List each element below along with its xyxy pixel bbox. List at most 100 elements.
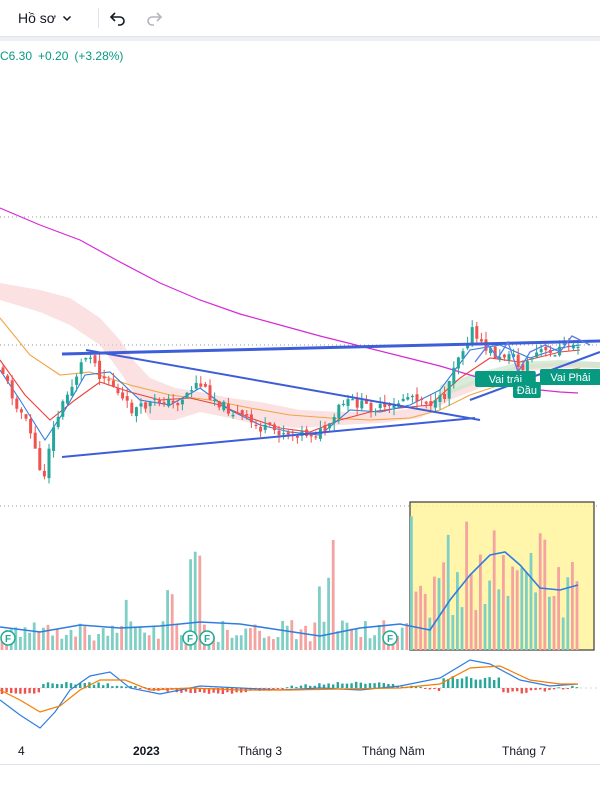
volume-bar (129, 621, 133, 650)
ma-short-line (0, 349, 581, 433)
macd-bar (447, 679, 450, 688)
x-tick-label: 2023 (133, 744, 160, 758)
macd-bar (249, 688, 252, 691)
redo-icon[interactable] (144, 8, 164, 28)
volume-bar (304, 625, 307, 650)
candle-body (222, 401, 226, 411)
macd-bar (497, 677, 500, 688)
candle (231, 410, 235, 419)
x-tick-label: Tháng 3 (238, 744, 283, 758)
candle (576, 342, 580, 355)
macd-bar (111, 686, 114, 688)
candle (259, 422, 263, 437)
volume-bar (239, 635, 243, 650)
candle-body (75, 376, 79, 385)
macd-bar (511, 688, 514, 692)
volume-bar (152, 625, 156, 650)
candle (420, 396, 424, 406)
candle (272, 422, 276, 435)
volume-bar (299, 629, 303, 650)
macd-bar (520, 688, 523, 694)
candle (38, 441, 42, 471)
candle-body (558, 346, 562, 356)
candle-body (153, 398, 157, 400)
candle-body (410, 395, 414, 398)
volume-bar (575, 581, 579, 650)
volume-bar (69, 629, 73, 650)
macd-bar (539, 688, 542, 690)
candle-body (438, 395, 442, 402)
quote-change-pct: (+3.28%) (74, 49, 124, 63)
candle-body (341, 403, 345, 406)
candle-body (240, 410, 244, 415)
candle-body (24, 414, 28, 419)
macd-bar (79, 682, 82, 688)
macd-bar (327, 683, 330, 688)
volume-bar (198, 555, 202, 650)
macd-bar (161, 688, 165, 689)
volume-ma-line (0, 551, 579, 637)
candle-body (332, 416, 336, 423)
candle-body (47, 448, 51, 479)
candle (75, 373, 79, 392)
candle (516, 348, 520, 372)
candle (323, 421, 327, 436)
candles (1, 320, 580, 484)
candle (332, 413, 336, 431)
profile-dropdown[interactable]: Hồ sơ (18, 6, 72, 30)
volume-bar (189, 559, 192, 650)
candle (355, 392, 359, 415)
macd-bar (56, 684, 59, 688)
candle (217, 400, 221, 411)
candle-body (512, 354, 516, 358)
candle (249, 409, 253, 429)
volume-bar (92, 640, 96, 650)
macd-bar (368, 683, 372, 688)
candle-body (429, 401, 433, 407)
candle-body (369, 402, 373, 412)
candle (194, 375, 198, 391)
volume-bar (437, 578, 441, 650)
profile-label: Hồ sơ (18, 10, 56, 26)
volume-bar (258, 630, 261, 650)
candle (125, 388, 129, 408)
candle (102, 369, 106, 384)
candle (116, 383, 120, 396)
volume-bar (354, 629, 358, 650)
volume-bar (143, 632, 146, 650)
volume-bar (368, 638, 372, 650)
macd-bar (203, 688, 206, 693)
macd-bar (488, 677, 491, 688)
macd-bar (51, 683, 54, 688)
candle (56, 410, 60, 430)
candle (346, 394, 350, 412)
event-marker-label: F (5, 634, 11, 645)
quote-line: C6.30 +0.20 (+3.28%) (0, 49, 123, 63)
volume-bar (23, 627, 27, 650)
x-tick-label: 4 (18, 744, 25, 758)
candle-body (470, 327, 474, 346)
volume-bar (548, 596, 551, 650)
candle-body (562, 343, 566, 345)
candle-body (79, 362, 83, 374)
candle-body (1, 367, 5, 374)
macd-bar (217, 688, 220, 694)
event-marker: F (199, 630, 215, 646)
undo-icon[interactable] (108, 8, 128, 28)
candle (493, 346, 497, 359)
volume-bar (28, 632, 31, 650)
macd-bar (575, 687, 579, 689)
candle-body (162, 402, 166, 405)
macd-bar (23, 688, 27, 694)
axis-border (0, 764, 600, 765)
candle-body (130, 402, 134, 414)
candle (180, 398, 184, 411)
candle-body (98, 360, 102, 379)
candle (70, 379, 74, 397)
volume-bar (216, 641, 220, 650)
candle-body (286, 432, 290, 435)
volume-bar (32, 622, 36, 650)
macd-bar (125, 686, 128, 688)
volume-bar (281, 620, 284, 650)
